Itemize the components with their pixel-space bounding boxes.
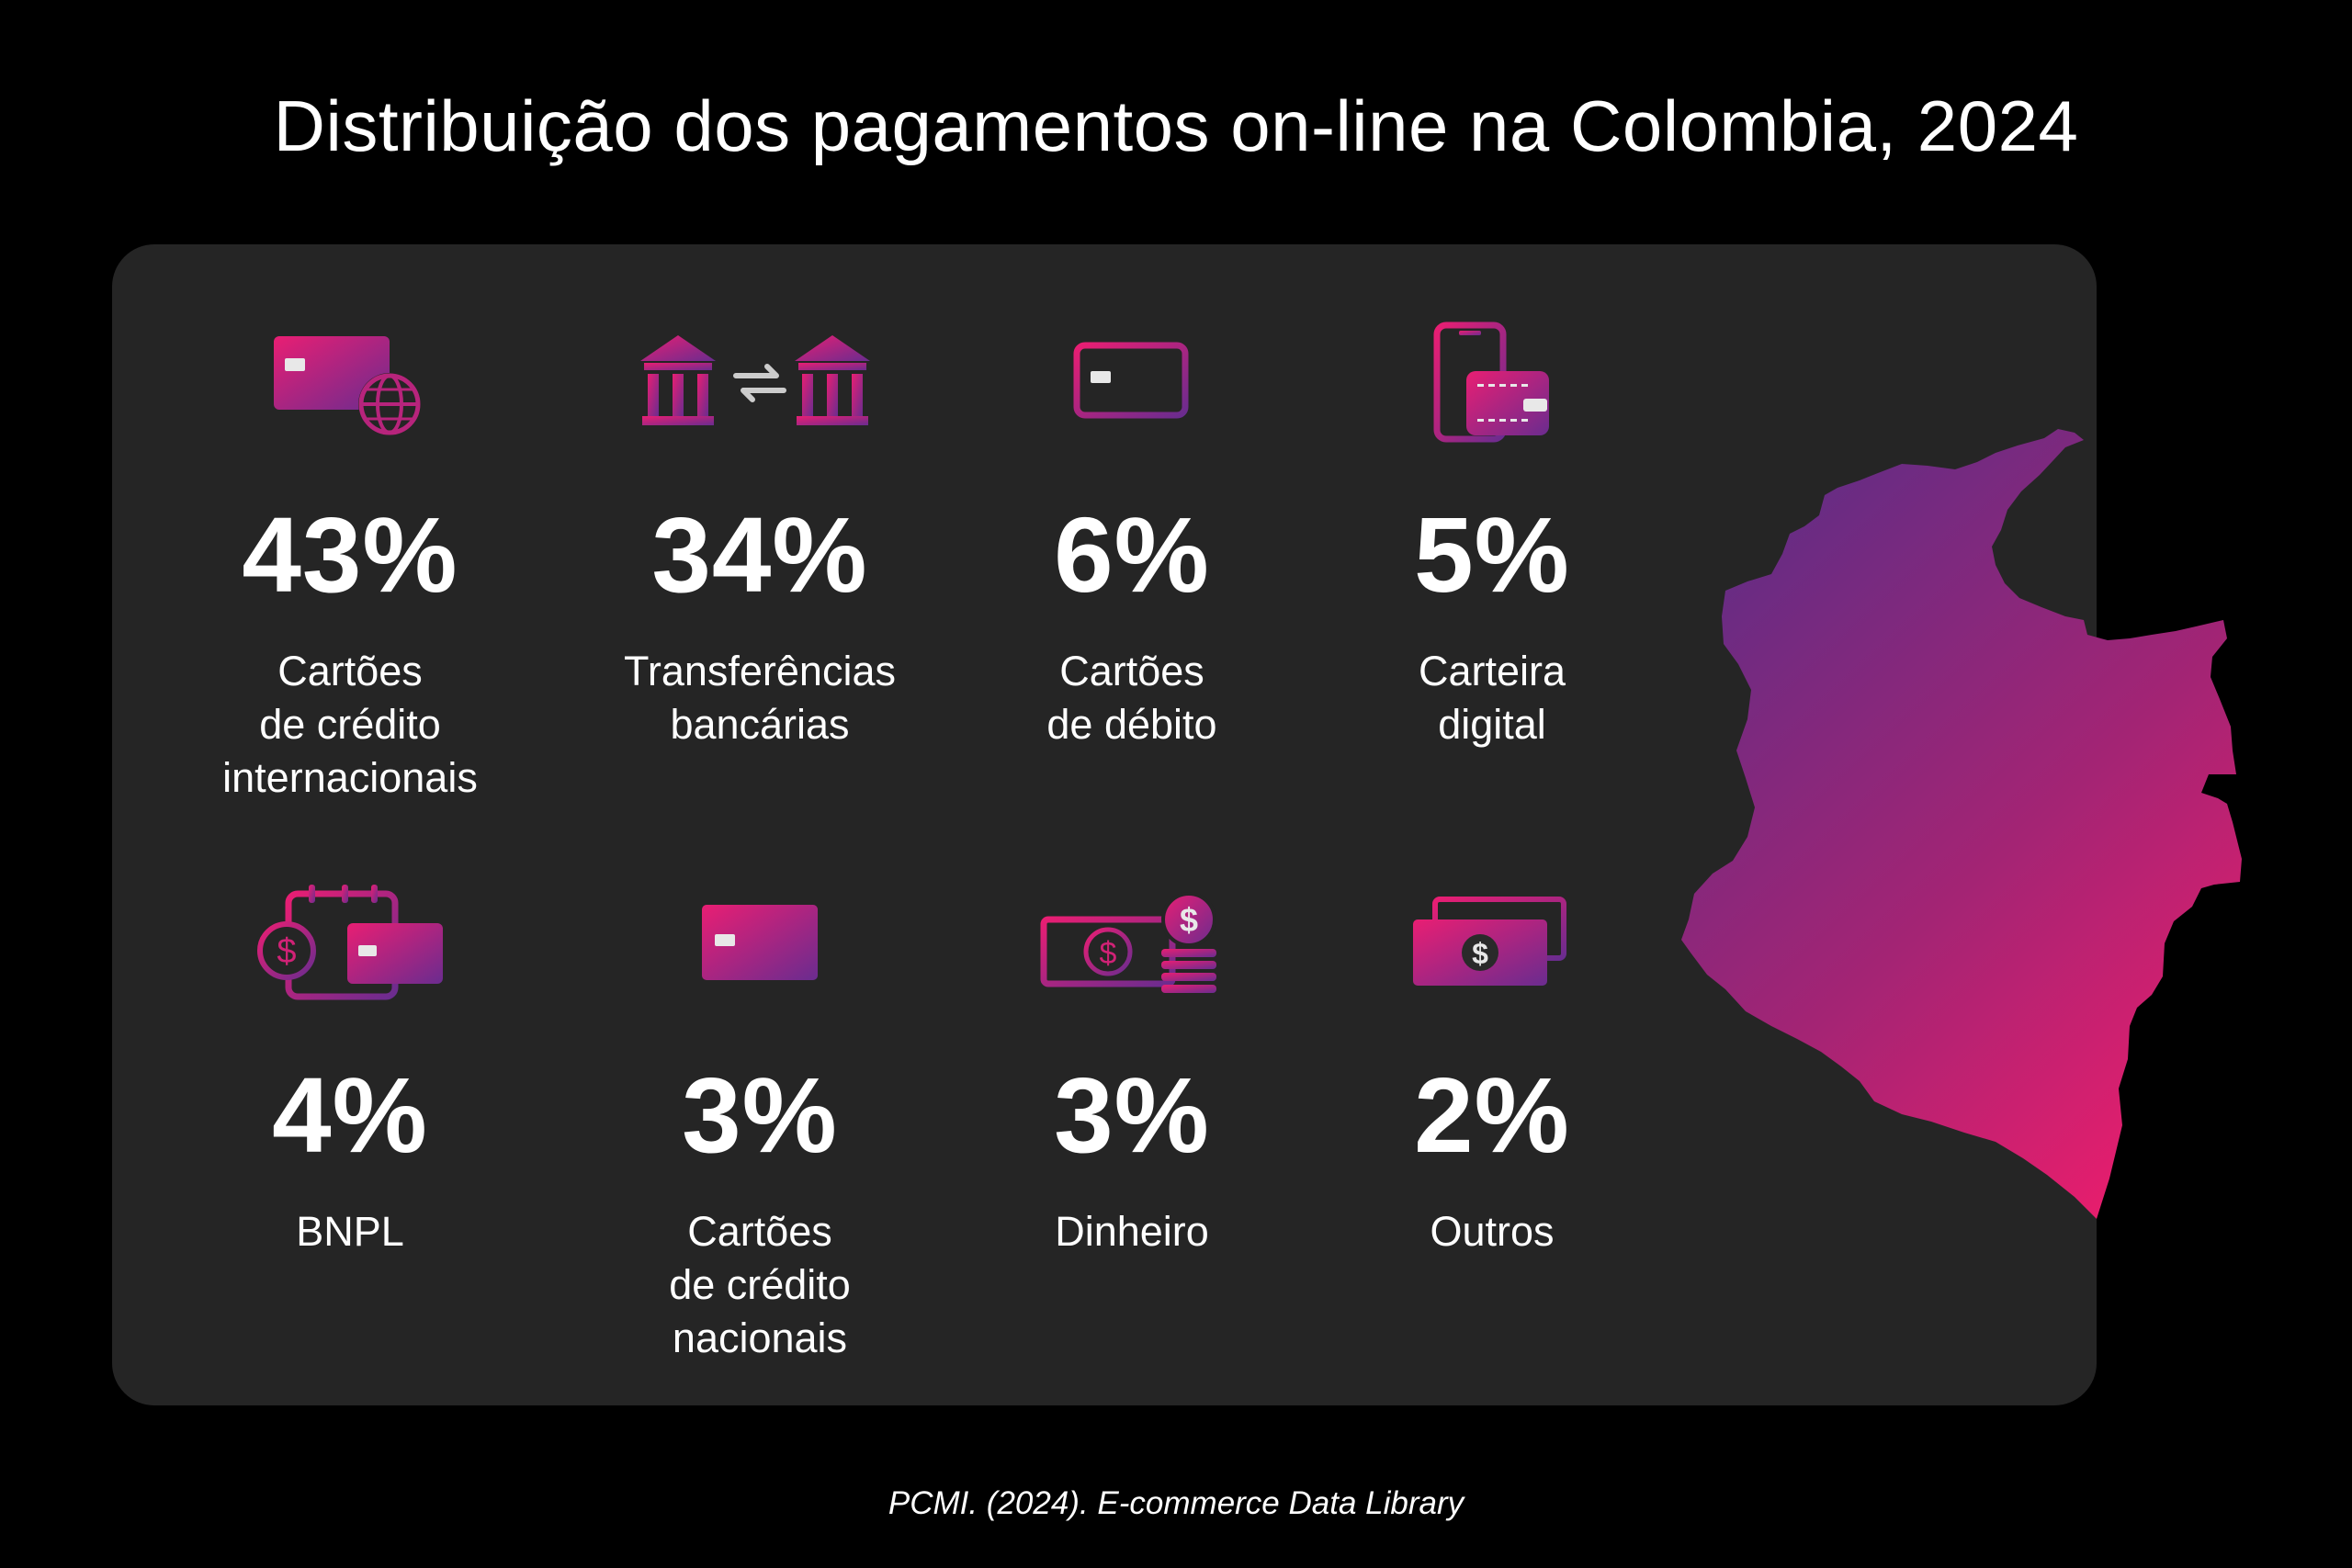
stat-value: 3% <box>1054 1055 1210 1175</box>
bank-transfer-icon <box>558 318 962 446</box>
stat-label: Dinheiro <box>1055 1208 1209 1255</box>
stat-value: 4% <box>272 1055 428 1175</box>
svg-text:$: $ <box>1472 937 1488 970</box>
svg-text:$: $ <box>1180 901 1198 939</box>
stat-value: 2% <box>1414 1055 1570 1175</box>
banknotes-icon: $ <box>1290 878 1694 1007</box>
credit-card-icon <box>558 878 962 1007</box>
stat-card-bank-transfers: 34% Transferências bancárias <box>558 318 962 751</box>
stat-label: BNPL <box>296 1208 404 1255</box>
stat-value: 43% <box>242 495 458 615</box>
stat-label: Transferências bancárias <box>624 648 896 748</box>
stat-card-digital-wallet: 5% Carteira digital <box>1290 318 1694 751</box>
stat-card-bnpl: $ 4% BNPL <box>148 878 552 1258</box>
stat-label: Cartões de débito <box>1046 648 1217 748</box>
page-title: Distribuição dos pagamentos on-line na C… <box>273 85 2079 166</box>
source-citation: PCMI. (2024). E-commerce Data Library <box>888 1485 1464 1521</box>
stat-value: 3% <box>682 1055 838 1175</box>
stat-label: Carteira digital <box>1418 648 1566 748</box>
svg-text:$: $ <box>1100 936 1117 971</box>
stat-card-debit: 6% Cartões de débito <box>930 318 1334 751</box>
debit-card-icon <box>930 318 1334 446</box>
stat-card-international-credit: 43% Cartões de crédito internacionais <box>148 318 552 805</box>
stat-card-national-credit: 3% Cartões de crédito nacionais <box>558 878 962 1365</box>
stat-value: 5% <box>1414 495 1570 615</box>
stat-label: Cartões de crédito nacionais <box>669 1208 851 1361</box>
stat-card-others: $ 2% Outros <box>1290 878 1694 1258</box>
cash-coins-icon: $ $ <box>930 878 1334 1007</box>
colombia-map <box>1681 429 2242 1219</box>
svg-text:$: $ <box>277 932 296 971</box>
stat-value: 6% <box>1054 495 1210 615</box>
bnpl-calendar-icon: $ <box>148 878 552 1007</box>
credit-card-globe-icon <box>148 318 552 446</box>
stat-value: 34% <box>651 495 868 615</box>
stat-label: Cartões de crédito internacionais <box>222 648 478 801</box>
digital-wallet-icon <box>1290 318 1694 446</box>
stat-label: Outros <box>1430 1208 1555 1255</box>
stat-card-cash: $ $ 3% Dinheiro <box>930 878 1334 1258</box>
